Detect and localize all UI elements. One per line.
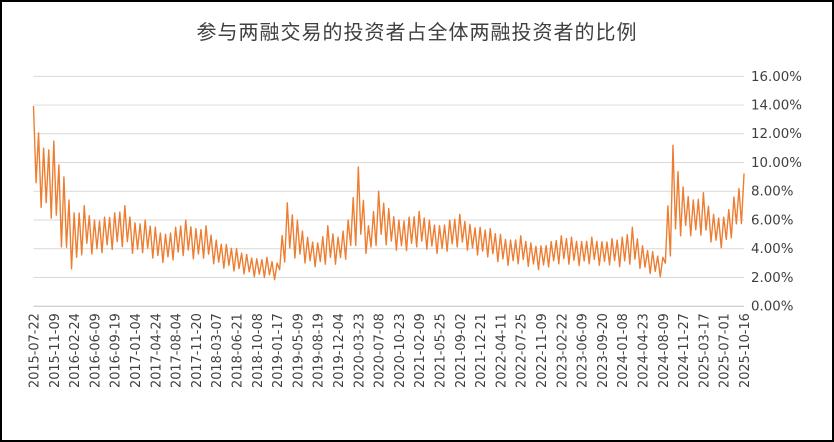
x-axis-tick-label: 2019-05-09 — [291, 313, 306, 388]
y-axis-tick-label: 6.00% — [751, 213, 793, 228]
x-axis-tick-label: 2021-02-09 — [413, 313, 428, 388]
x-axis-tick-label: 2019-01-17 — [271, 313, 286, 388]
x-axis-tick-label: 2020-10-23 — [393, 313, 408, 388]
x-axis-tick-label: 2023-09-20 — [596, 313, 611, 388]
x-axis-tick-label: 2016-02-24 — [68, 313, 83, 388]
x-axis-tick-label: 2025-03-17 — [697, 313, 712, 388]
x-axis-tick-label: 2018-10-08 — [251, 313, 266, 388]
x-axis-tick-label: 2021-05-25 — [433, 313, 448, 388]
x-axis-tick-label: 2016-09-19 — [109, 313, 124, 388]
y-axis-tick-label: 8.00% — [751, 185, 793, 200]
x-axis-tick-label: 2022-11-09 — [535, 313, 550, 388]
x-axis-tick-label: 2017-04-24 — [149, 313, 164, 388]
y-axis-tick-label: 14.00% — [751, 99, 802, 114]
x-axis-tick-label: 2022-04-11 — [494, 313, 509, 388]
x-axis-tick-label: 2020-07-08 — [373, 313, 388, 388]
x-axis-tick-label: 2024-11-27 — [677, 313, 692, 388]
x-axis-tick-label: 2015-11-09 — [48, 313, 63, 388]
y-axis-tick-labels: 0.00% 2.00% 4.00% 6.00% 8.00% 10.00% 12.00% 14.… — [751, 70, 802, 315]
x-axis-tick-label: 2015-07-22 — [27, 313, 42, 388]
x-axis-tick-label: 2021-12-21 — [474, 313, 489, 388]
x-axis-tick-label: 2025-10-16 — [738, 313, 753, 388]
chart-title: 参与两融交易的投资者占全体两融投资者的比例 — [196, 20, 638, 44]
x-axis-tick-label: 2022-07-25 — [515, 313, 530, 388]
x-axis-tick-labels: 2015-07-22 2015-11-09 2016-02-24 2016-06-09… — [27, 313, 753, 388]
y-axis-tick-label: 4.00% — [751, 242, 793, 257]
x-axis-tick-label: 2018-06-21 — [230, 313, 245, 388]
y-axis-tick-label: 0.00% — [751, 300, 793, 315]
y-axis-tick-label: 2.00% — [751, 271, 793, 286]
x-axis-tick-label: 2023-02-22 — [555, 313, 570, 388]
y-axis-tick-label: 12.00% — [751, 127, 802, 142]
x-axis-tick-label: 2019-08-19 — [312, 313, 327, 388]
y-axis-tick-label: 10.00% — [751, 156, 802, 171]
x-axis-tick-label: 2016-06-09 — [88, 313, 103, 388]
gridlines — [33, 75, 745, 307]
x-axis-tick-label: 2024-08-09 — [657, 313, 672, 388]
x-axis-tick-label: 2024-04-23 — [636, 313, 651, 388]
x-axis-tick-label: 2017-08-04 — [170, 313, 185, 388]
x-axis-tick-label: 2020-03-23 — [352, 313, 367, 388]
x-axis-tick-label: 2017-11-20 — [190, 313, 205, 388]
x-axis-tick-label: 2025-07-01 — [718, 313, 733, 388]
x-axis-tick-label: 2024-01-08 — [616, 313, 631, 388]
x-axis-tick-label: 2017-01-04 — [129, 313, 144, 388]
x-axis-tick-label: 2018-03-07 — [210, 313, 225, 388]
y-axis-tick-label: 16.00% — [751, 70, 802, 85]
x-axis-tick-label: 2021-09-02 — [454, 313, 469, 388]
x-axis-tick-label: 2023-06-09 — [576, 313, 591, 388]
x-axis-tick-label: 2019-12-04 — [332, 313, 347, 388]
series-line — [32, 105, 745, 281]
